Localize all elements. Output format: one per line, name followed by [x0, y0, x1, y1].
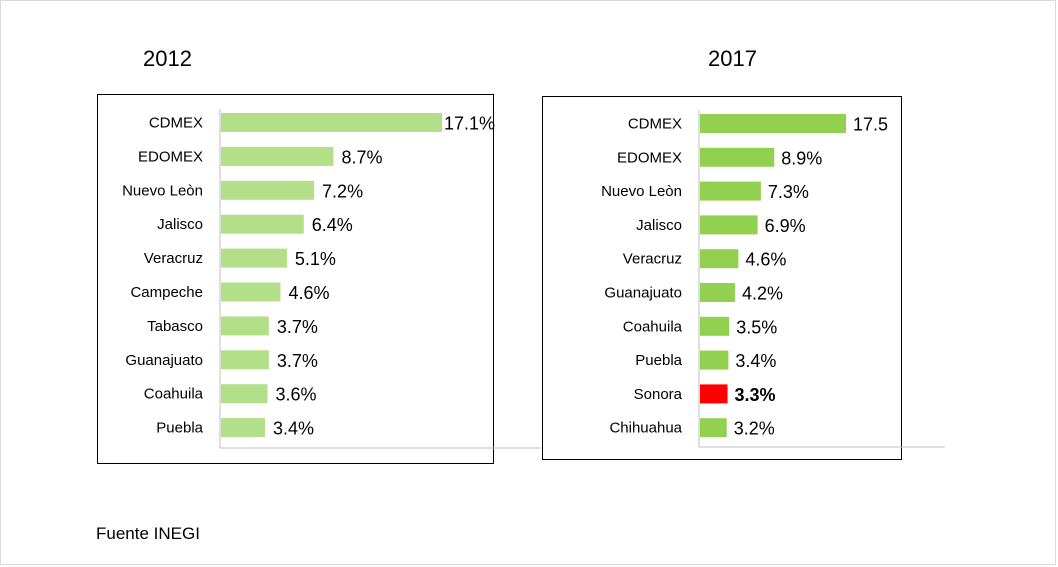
bar	[221, 248, 287, 268]
value-label: 3.7%	[277, 317, 318, 337]
bar	[700, 418, 727, 438]
source-note: Fuente INEGI	[96, 524, 200, 543]
bar	[700, 249, 739, 269]
bar	[221, 316, 269, 336]
chart-2017-plot: CDMEX 17.5 EDOMEX 8.9% Nuevo Leòn 7.3% Jalisco…	[601, 110, 945, 448]
chart-2017: CDMEX 17.5 EDOMEX 8.9% Nuevo Leòn 7.3% Jalisco…	[542, 96, 945, 460]
bar	[700, 283, 736, 302]
bar	[221, 113, 442, 132]
bar	[221, 146, 334, 166]
category-label: CDMEX	[149, 115, 203, 132]
bar	[700, 147, 775, 167]
category-label: Jalisco	[157, 216, 203, 233]
category-label: Veracruz	[623, 251, 682, 268]
value-label: 4.2%	[742, 284, 783, 304]
value-label: 17.5	[853, 115, 888, 135]
value-label: 8.9%	[781, 148, 822, 168]
value-label: 6.4%	[312, 215, 353, 235]
value-label: 3.3%	[735, 385, 776, 405]
bar	[221, 384, 268, 404]
category-label: EDOMEX	[617, 149, 682, 166]
category-label: Veracruz	[144, 250, 203, 267]
chart-title-2012: 2012	[143, 46, 192, 71]
category-label: Puebla	[635, 352, 682, 369]
bar	[221, 282, 281, 302]
chart-title-2017: 2017	[708, 46, 757, 71]
value-label: 7.3%	[768, 182, 809, 202]
value-label: 4.6%	[745, 250, 786, 270]
category-label: Guanajuato	[604, 285, 682, 302]
bar	[221, 214, 304, 234]
bar	[700, 316, 730, 336]
category-label: EDOMEX	[138, 148, 203, 165]
bar	[700, 114, 846, 133]
value-label: 3.4%	[735, 351, 776, 371]
category-label: Coahuila	[623, 318, 683, 335]
category-label: Coahuila	[144, 386, 204, 403]
category-label: Puebla	[156, 420, 203, 437]
category-label: Nuevo Leòn	[122, 182, 203, 199]
bar	[700, 181, 761, 201]
bar	[221, 350, 269, 370]
value-label: 3.7%	[277, 351, 318, 371]
bar	[221, 418, 265, 438]
category-label: Sonora	[634, 386, 683, 403]
category-label: CDMEX	[628, 116, 682, 133]
value-label: 6.9%	[765, 216, 806, 236]
value-label: 5.1%	[295, 249, 336, 269]
category-label: Tabasco	[147, 318, 203, 335]
value-label: 4.6%	[288, 283, 329, 303]
value-label: 3.6%	[276, 385, 317, 405]
value-label: 3.2%	[734, 419, 775, 439]
category-label: Nuevo Leòn	[601, 183, 682, 200]
value-label: 7.2%	[322, 181, 363, 201]
category-label: Jalisco	[636, 217, 682, 234]
category-label: Campeche	[130, 284, 203, 301]
category-label: Chihuahua	[609, 420, 682, 437]
category-label: Guanajuato	[125, 352, 203, 369]
bar	[700, 215, 758, 235]
bar	[700, 350, 729, 370]
value-label: 17.1%	[444, 114, 495, 134]
bar	[221, 180, 315, 200]
chart-2012-plot: CDMEX 17.1% EDOMEX 8.7% Nuevo Leòn 7.2% Jalisc…	[122, 109, 541, 449]
chart-2012: CDMEX 17.1% EDOMEX 8.7% Nuevo Leòn 7.2% Jalisc…	[97, 94, 541, 464]
value-label: 3.5%	[736, 317, 777, 337]
bar	[700, 384, 728, 404]
value-label: 3.4%	[273, 419, 314, 439]
value-label: 8.7%	[341, 147, 382, 167]
